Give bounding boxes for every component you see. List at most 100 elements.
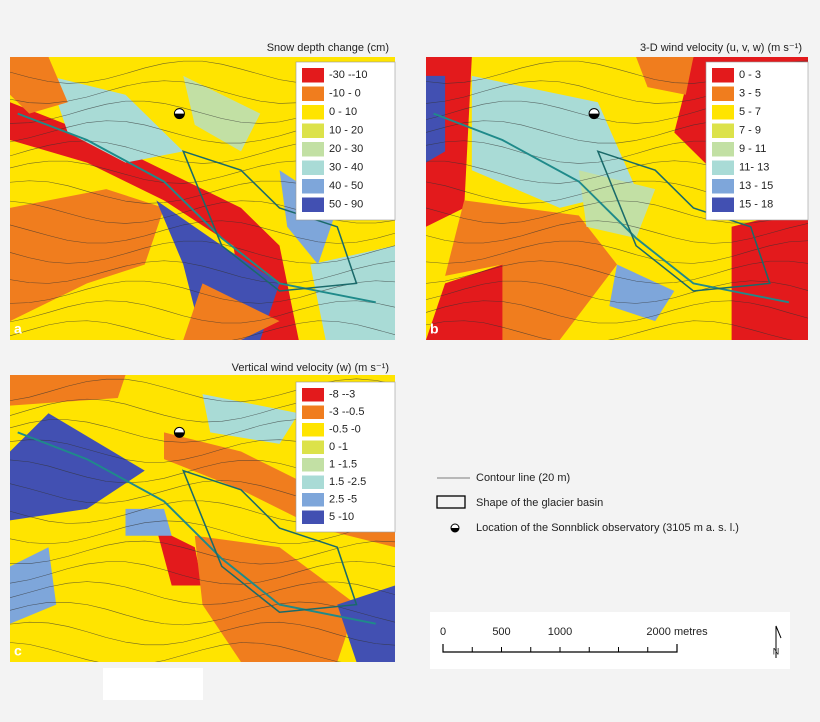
map-area bbox=[202, 394, 299, 444]
contour-line bbox=[426, 300, 808, 324]
legend-swatch bbox=[712, 142, 734, 157]
legend-label: 0 - 10 bbox=[329, 106, 357, 118]
contour-line bbox=[10, 260, 395, 284]
panel-letter: c bbox=[14, 643, 22, 659]
legend-swatch bbox=[302, 510, 324, 524]
legend-swatch bbox=[712, 197, 734, 212]
contour-line bbox=[10, 621, 395, 646]
legend-swatch bbox=[302, 475, 324, 489]
map-panel bbox=[10, 57, 395, 340]
legend-label: 9 - 11 bbox=[739, 143, 766, 155]
legend-label: 11- 13 bbox=[739, 162, 769, 174]
legend-label: 30 - 40 bbox=[329, 162, 363, 174]
contour-line bbox=[10, 378, 395, 403]
observatory-icon-fill bbox=[589, 113, 600, 119]
contour-line bbox=[426, 320, 794, 340]
legend-swatch bbox=[302, 458, 324, 472]
map-area bbox=[426, 75, 446, 163]
contour-line bbox=[426, 280, 808, 304]
panel-title: Snow depth change (cm) bbox=[267, 42, 389, 54]
legend-swatch bbox=[302, 440, 324, 454]
map-area bbox=[731, 207, 808, 340]
legend-swatch bbox=[302, 123, 324, 138]
scale-label: 500 bbox=[492, 626, 510, 638]
contour-line bbox=[10, 240, 395, 264]
contour-line bbox=[10, 220, 395, 244]
ridge-line bbox=[17, 431, 376, 625]
observatory-icon-fill bbox=[174, 432, 185, 438]
contour-line bbox=[10, 561, 395, 585]
legend-label: -30 --10 bbox=[329, 69, 368, 81]
legend-label: 0 -1 bbox=[329, 441, 348, 453]
legend-swatch bbox=[302, 493, 324, 507]
map-area bbox=[183, 283, 280, 340]
map-area bbox=[194, 535, 357, 662]
map-area bbox=[183, 75, 261, 152]
contour-line bbox=[10, 581, 395, 605]
panel-letter: b bbox=[430, 321, 439, 337]
legend-label: 50 - 90 bbox=[329, 199, 363, 211]
glacier-basin bbox=[596, 150, 771, 292]
key-observatory: Location of the Sonnblick observatory (3… bbox=[476, 522, 739, 534]
legend-label: 2.5 -5 bbox=[329, 494, 357, 506]
legend-swatch bbox=[712, 105, 734, 120]
map-area bbox=[10, 189, 164, 322]
legend-label: -10 - 0 bbox=[329, 88, 361, 100]
legend-swatch bbox=[302, 86, 324, 101]
legend-label: -0.5 -0 bbox=[329, 424, 361, 436]
north-label: N bbox=[773, 646, 780, 656]
contour-line bbox=[10, 642, 342, 662]
key-observatory-fill bbox=[451, 528, 459, 532]
legend-swatch bbox=[302, 405, 324, 419]
legend-swatch bbox=[712, 179, 734, 194]
legend-swatch bbox=[302, 68, 324, 83]
legend-label: 15 - 18 bbox=[739, 199, 773, 211]
contour-line bbox=[426, 260, 808, 284]
legend-swatch bbox=[302, 105, 324, 120]
legend-label: 1.5 -2.5 bbox=[329, 476, 366, 488]
legend-swatch bbox=[302, 179, 324, 194]
legend-box bbox=[295, 61, 396, 221]
observatory-icon-fill bbox=[174, 113, 185, 119]
glacier-basin bbox=[181, 150, 358, 292]
contour-line bbox=[426, 220, 808, 244]
legend-label: 10 - 20 bbox=[329, 125, 363, 137]
legend-swatch bbox=[302, 197, 324, 212]
map-area bbox=[578, 170, 656, 239]
map-area bbox=[445, 200, 617, 340]
legend-swatch bbox=[712, 123, 734, 138]
legend-swatch bbox=[302, 142, 324, 157]
contour-line bbox=[10, 601, 395, 626]
legend-label: 40 - 50 bbox=[329, 180, 363, 192]
legend-swatch bbox=[302, 160, 324, 175]
panel-title: Vertical wind velocity (w) (m s⁻¹) bbox=[232, 362, 389, 374]
panel-title: 3-D wind velocity (u, v, w) (m s⁻¹) bbox=[640, 42, 802, 54]
scale-box bbox=[430, 612, 790, 669]
legend-label: 13 - 15 bbox=[739, 180, 773, 192]
contour-line bbox=[426, 240, 808, 264]
map-area bbox=[48, 75, 184, 163]
scale-label: 0 bbox=[440, 626, 446, 638]
map-area bbox=[636, 57, 694, 95]
legend-label: 7 - 9 bbox=[739, 125, 761, 137]
legend-swatch bbox=[712, 160, 734, 175]
contour-line bbox=[10, 520, 395, 545]
legend-label: 0 - 3 bbox=[739, 69, 761, 81]
legend-label: -3 --0.5 bbox=[329, 406, 364, 418]
ridge-line bbox=[17, 112, 376, 304]
contour-line bbox=[10, 320, 395, 340]
key-basin-symbol bbox=[436, 495, 466, 509]
contour-line bbox=[426, 200, 808, 224]
legend-label: 5 - 7 bbox=[739, 106, 761, 118]
legend-label: -8 --3 bbox=[329, 389, 355, 401]
key-basin: Shape of the glacier basin bbox=[476, 497, 603, 509]
contour-line bbox=[10, 540, 395, 565]
glacier-basin bbox=[181, 469, 358, 614]
map-area bbox=[10, 102, 299, 340]
legend-label: 20 - 30 bbox=[329, 143, 363, 155]
scale-label: 2000 metres bbox=[646, 626, 708, 638]
blank-patch bbox=[103, 668, 203, 700]
ridge-line bbox=[433, 112, 790, 304]
legend-box bbox=[705, 61, 809, 221]
